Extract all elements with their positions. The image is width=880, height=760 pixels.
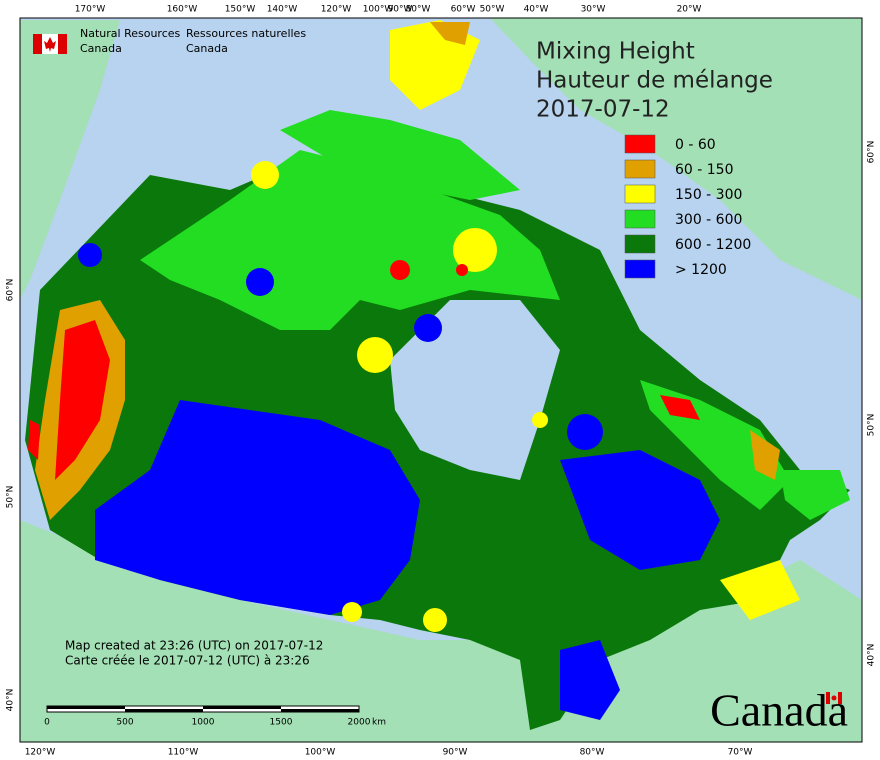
agency-fr: Ressources naturelles: [186, 27, 306, 40]
flag-logo: [33, 34, 67, 54]
legend-label: 0 - 60: [675, 137, 716, 153]
quebec-high: [560, 450, 720, 570]
title: 2017-07-12: [536, 97, 670, 123]
arctic-islands: [280, 110, 520, 200]
legend-label: 60 - 150: [675, 162, 734, 178]
maritimes: [720, 560, 800, 620]
latitude-label: 50°N: [867, 414, 877, 437]
scale-unit: km: [372, 718, 386, 728]
longitude-label: 50°W: [480, 5, 505, 15]
cell: [567, 414, 603, 450]
maple-leaf: [44, 37, 56, 52]
note: Map created at 23:26 (UTC) on 2017-07-12: [65, 639, 323, 653]
longitude-label: 90°W: [388, 5, 413, 15]
longitude-label: 80°W: [406, 5, 431, 15]
latitude-label: 50°N: [6, 486, 16, 509]
cell: [414, 314, 442, 342]
scale-bar-segment: [281, 709, 359, 712]
longitude-label: 100°W: [363, 5, 394, 15]
cell: [251, 161, 279, 189]
maple-leaf: [831, 695, 837, 701]
north-region: [140, 150, 560, 330]
newfoundland: [780, 470, 850, 520]
cell: [357, 337, 393, 373]
longitude-label: 120°W: [321, 5, 352, 15]
legend-label: 300 - 600: [675, 212, 742, 228]
scale-label: 0: [44, 718, 50, 728]
legend-swatch: [624, 159, 656, 179]
longitude-label: 40°W: [524, 5, 549, 15]
latitude-label: 60°N: [867, 141, 877, 164]
title: Mixing Height: [536, 39, 695, 65]
cell: [423, 608, 447, 632]
scale-label: 500: [116, 718, 133, 728]
ellesmere-tip: [430, 22, 470, 45]
longitude-label: 110°W: [168, 748, 199, 758]
flag-band: [33, 34, 42, 54]
map-frame: [19, 17, 863, 743]
greenland: [490, 18, 862, 300]
cell: [342, 602, 362, 622]
longitude-label: 80°W: [580, 748, 605, 758]
haida-gwaii: [28, 420, 40, 460]
scale-label: 1500: [270, 718, 293, 728]
flag-band: [58, 34, 67, 54]
cell: [78, 243, 102, 267]
longitude-label: 160°W: [167, 5, 198, 15]
scale-label: 2000: [348, 718, 371, 728]
scale-bar-segment: [47, 706, 125, 709]
wordmark: Canada: [710, 685, 848, 736]
legend-swatch: [624, 184, 656, 204]
hudson-bay: [390, 300, 560, 480]
longitude-label: 20°W: [677, 5, 702, 15]
labrador-cell-2: [750, 430, 780, 480]
longitude-label: 140°W: [267, 5, 298, 15]
latitude-label: 40°N: [867, 644, 877, 667]
longitude-label: 90°W: [443, 748, 468, 758]
longitude-label: 120°W: [25, 748, 56, 758]
title: Hauteur de mélange: [536, 68, 773, 94]
scale-label: 1000: [192, 718, 215, 728]
legend-label: 600 - 1200: [675, 237, 751, 253]
cell: [456, 264, 468, 276]
agency-en: Canada: [80, 42, 122, 55]
flag-band: [838, 692, 842, 704]
longitude-label: 60°W: [451, 5, 476, 15]
cell: [532, 412, 548, 428]
agency-en: Natural Resources: [80, 27, 181, 40]
agency-fr: Canada: [186, 42, 228, 55]
latitude-label: 40°N: [6, 689, 16, 712]
flag-band: [826, 692, 830, 704]
scale-bar-segment: [125, 709, 203, 712]
scale-bar-segment: [203, 706, 281, 709]
latitude-label: 60°N: [6, 279, 16, 302]
prairie-high: [95, 400, 420, 615]
russia: [20, 20, 120, 300]
longitude-label: 150°W: [225, 5, 256, 15]
legend-swatch: [624, 234, 656, 254]
legend-label: > 1200: [675, 262, 727, 278]
longitude-label: 170°W: [75, 5, 106, 15]
longitude-label: 30°W: [581, 5, 606, 15]
cell: [246, 268, 274, 296]
labrador-cell: [660, 395, 700, 420]
wordmark-flag: [826, 692, 842, 704]
legend-swatch: [624, 259, 656, 279]
cell: [453, 228, 497, 272]
legend-swatch: [624, 134, 656, 154]
legend-label: 150 - 300: [675, 187, 742, 203]
cell: [390, 260, 410, 280]
longitude-label: 100°W: [305, 748, 336, 758]
legend-swatch: [624, 209, 656, 229]
ontario-south-high: [560, 640, 620, 720]
scale-bar: [46, 705, 360, 713]
bc-coast-core: [55, 320, 110, 480]
longitude-label: 70°W: [728, 748, 753, 758]
usa: [20, 520, 862, 742]
map-body: [20, 18, 862, 742]
note: Carte créée le 2017-07-12 (UTC) à 23:26: [65, 654, 310, 668]
